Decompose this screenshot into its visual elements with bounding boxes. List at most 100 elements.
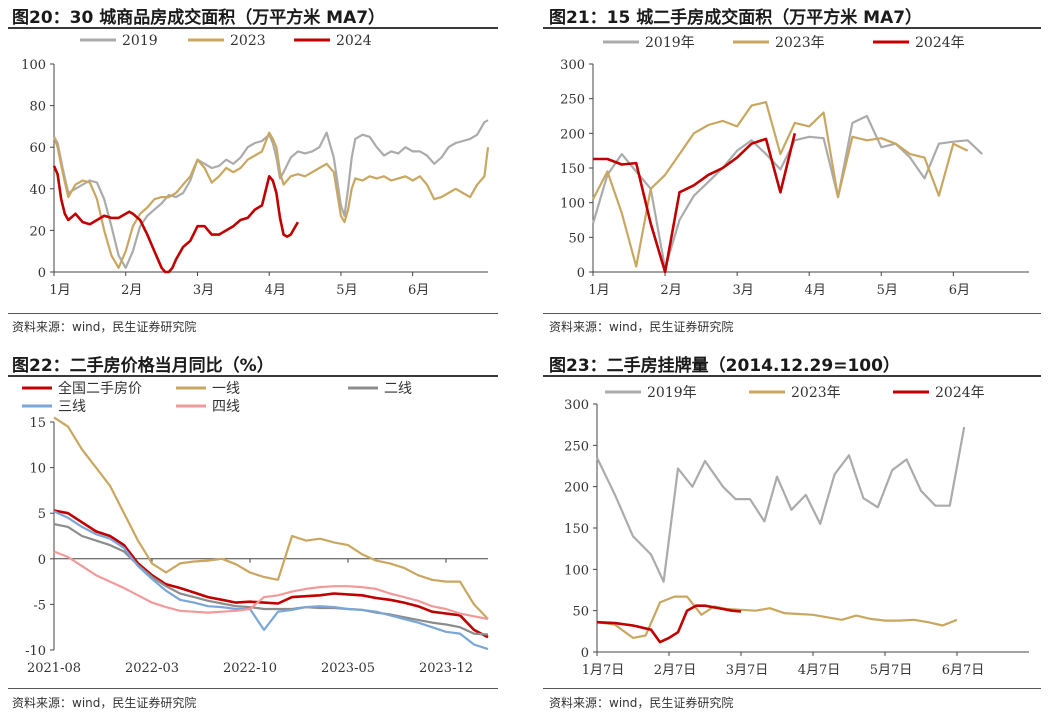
y-tick-label: 150 xyxy=(564,522,589,537)
x-tick-label: 6月7日 xyxy=(942,663,985,678)
legend-label: 2024年 xyxy=(915,35,965,51)
x-tick-label: 4月 xyxy=(805,283,826,298)
title-rule xyxy=(8,27,498,29)
y-tick-label: 15 xyxy=(29,416,46,431)
legend-label: 四线 xyxy=(212,399,240,415)
y-tick-label: 40 xyxy=(29,183,46,198)
series-line-2024-2 xyxy=(596,604,742,644)
y-tick-label: 10 xyxy=(29,462,46,477)
y-tick-label: 150 xyxy=(560,162,585,177)
series-line-2024-2 xyxy=(593,132,797,274)
title-rule xyxy=(8,375,498,377)
x-tick-label: 3月7日 xyxy=(726,663,769,678)
y-tick-label: 300 xyxy=(564,398,589,413)
chart-title: 图22：二手房价格当月同比（%） xyxy=(12,356,274,376)
x-tick-label: 2022-03 xyxy=(125,661,179,676)
y-tick-label: 100 xyxy=(564,563,589,578)
legend-label: 全国二手房价 xyxy=(58,380,142,397)
source-rule xyxy=(8,313,498,314)
x-tick-label: 3月 xyxy=(732,283,753,298)
series-line-series-3 xyxy=(53,510,489,651)
x-tick-label: 6月 xyxy=(408,283,429,298)
chart-svg: 0 50 100 150 200 250 300 1月7日 2月7日 3月7日 4月7日 5月7日 6月… xyxy=(564,385,1029,678)
y-tick-label: 50 xyxy=(572,605,589,620)
chart-source: 资料来源：wind，民生证券研究院 xyxy=(549,320,734,334)
x-tick-label: 5月 xyxy=(877,283,898,298)
legend-label: 2019年 xyxy=(647,385,697,401)
x-tick-label: 1月7日 xyxy=(582,663,625,678)
legend-label: 2023 xyxy=(230,33,266,49)
x-tick-label: 2月 xyxy=(121,283,142,298)
x-tick-label: 5月 xyxy=(336,283,357,298)
legend-label: 一线 xyxy=(212,381,240,397)
legend-label: 2019年 xyxy=(645,35,695,51)
y-tick-label: 100 xyxy=(560,197,585,212)
x-tick-label: 1月 xyxy=(588,283,609,298)
series-line-series-2 xyxy=(53,523,489,636)
chart-source: 资料来源：wind，民生证券研究院 xyxy=(12,320,197,334)
y-tick-label: 5 xyxy=(38,507,46,522)
title-rule xyxy=(543,375,1041,377)
legend-label: 2019 xyxy=(122,33,158,49)
chart-source: 资料来源：wind，民生证券研究院 xyxy=(549,696,734,710)
x-tick-label: 2023-05 xyxy=(321,661,375,676)
legend-label: 2023年 xyxy=(791,385,841,401)
y-tick-label: 50 xyxy=(568,231,585,246)
legend-label: 二线 xyxy=(384,381,412,397)
x-tick-label: 3月 xyxy=(193,283,214,298)
y-tick-label: 200 xyxy=(560,127,585,142)
chart-panel-20: 图20：30 城商品房成交面积（万平方米 MA7） 0 20 40 60 80 100 1月… xyxy=(8,0,498,345)
series-line-2024-2 xyxy=(52,165,300,274)
title-rule xyxy=(543,27,1041,29)
chart-svg: 0 50 100 150 200 250 300 1月 2月 3月 4月 5月 6月 2019年 2023年… xyxy=(560,35,1029,298)
series-line-series-1 xyxy=(53,416,489,620)
chart-source: 资料来源：wind，民生证券研究院 xyxy=(12,696,197,710)
x-tick-label: 2023-12 xyxy=(419,661,473,676)
chart-svg: -10 -5 0 5 10 15 2021-08 2022-03 2022-10 2023-05 2… xyxy=(22,380,489,676)
source-rule xyxy=(543,688,1041,689)
chart-title: 图21：15 城二手房成交面积（万平方米 MA7） xyxy=(549,8,923,28)
y-tick-label: 80 xyxy=(29,100,46,115)
series-line-2019-0 xyxy=(596,426,966,583)
y-tick-label: 20 xyxy=(29,224,46,239)
x-tick-label: 2月 xyxy=(660,283,681,298)
x-tick-label: 2021-08 xyxy=(27,661,81,676)
legend-label: 2024年 xyxy=(935,385,985,401)
y-tick-label: 0 xyxy=(581,646,589,661)
y-tick-label: 200 xyxy=(564,481,589,496)
x-tick-label: 4月 xyxy=(265,283,286,298)
y-tick-label: 100 xyxy=(21,58,46,73)
legend-label: 2024 xyxy=(336,33,372,49)
chart-title: 图23：二手房挂牌量（2014.12.29=100） xyxy=(549,356,900,376)
legend-label: 2023年 xyxy=(775,35,825,51)
legend-label: 三线 xyxy=(58,399,86,415)
y-tick-label: -10 xyxy=(25,644,46,659)
y-tick-label: 250 xyxy=(560,93,585,108)
series-line-2023-1 xyxy=(592,101,969,268)
series-line-series-0 xyxy=(53,509,489,639)
x-tick-label: 2022-10 xyxy=(223,661,277,676)
chart-panel-23: 图23：二手房挂牌量（2014.12.29=100） 0 50 100 150 200 2… xyxy=(543,348,1041,716)
x-tick-label: 1月 xyxy=(49,283,70,298)
y-tick-label: 300 xyxy=(560,58,585,73)
source-rule xyxy=(543,313,1041,314)
chart-title: 图20：30 城商品房成交面积（万平方米 MA7） xyxy=(12,8,386,28)
x-tick-label: 2月7日 xyxy=(654,663,697,678)
y-tick-label: 0 xyxy=(38,553,46,568)
source-rule xyxy=(8,688,498,689)
y-tick-label: 250 xyxy=(564,439,589,454)
series-line-series-4 xyxy=(53,550,489,621)
chart-panel-21: 图21：15 城二手房成交面积（万平方米 MA7） 0 50 100 150 200 25… xyxy=(543,0,1041,345)
y-tick-label: 60 xyxy=(29,141,46,156)
x-tick-label: 5月7日 xyxy=(870,663,913,678)
series-line-2019-0 xyxy=(591,114,983,270)
chart-panel-22: 图22：二手房价格当月同比（%） -10 -5 0 5 10 15 2021-08 2022-… xyxy=(8,348,498,716)
y-tick-label: 0 xyxy=(577,266,585,281)
series-line-2023-1 xyxy=(596,595,958,639)
y-tick-label: -5 xyxy=(33,598,46,613)
x-tick-label: 6月 xyxy=(949,283,970,298)
series-line-2019-0 xyxy=(53,119,489,269)
chart-svg: 0 20 40 60 80 100 1月 2月 3月 4月 5月 6月 2019 2023 2024 xyxy=(21,33,490,298)
y-tick-label: 0 xyxy=(38,266,46,281)
series-line-2023-1 xyxy=(52,131,490,269)
